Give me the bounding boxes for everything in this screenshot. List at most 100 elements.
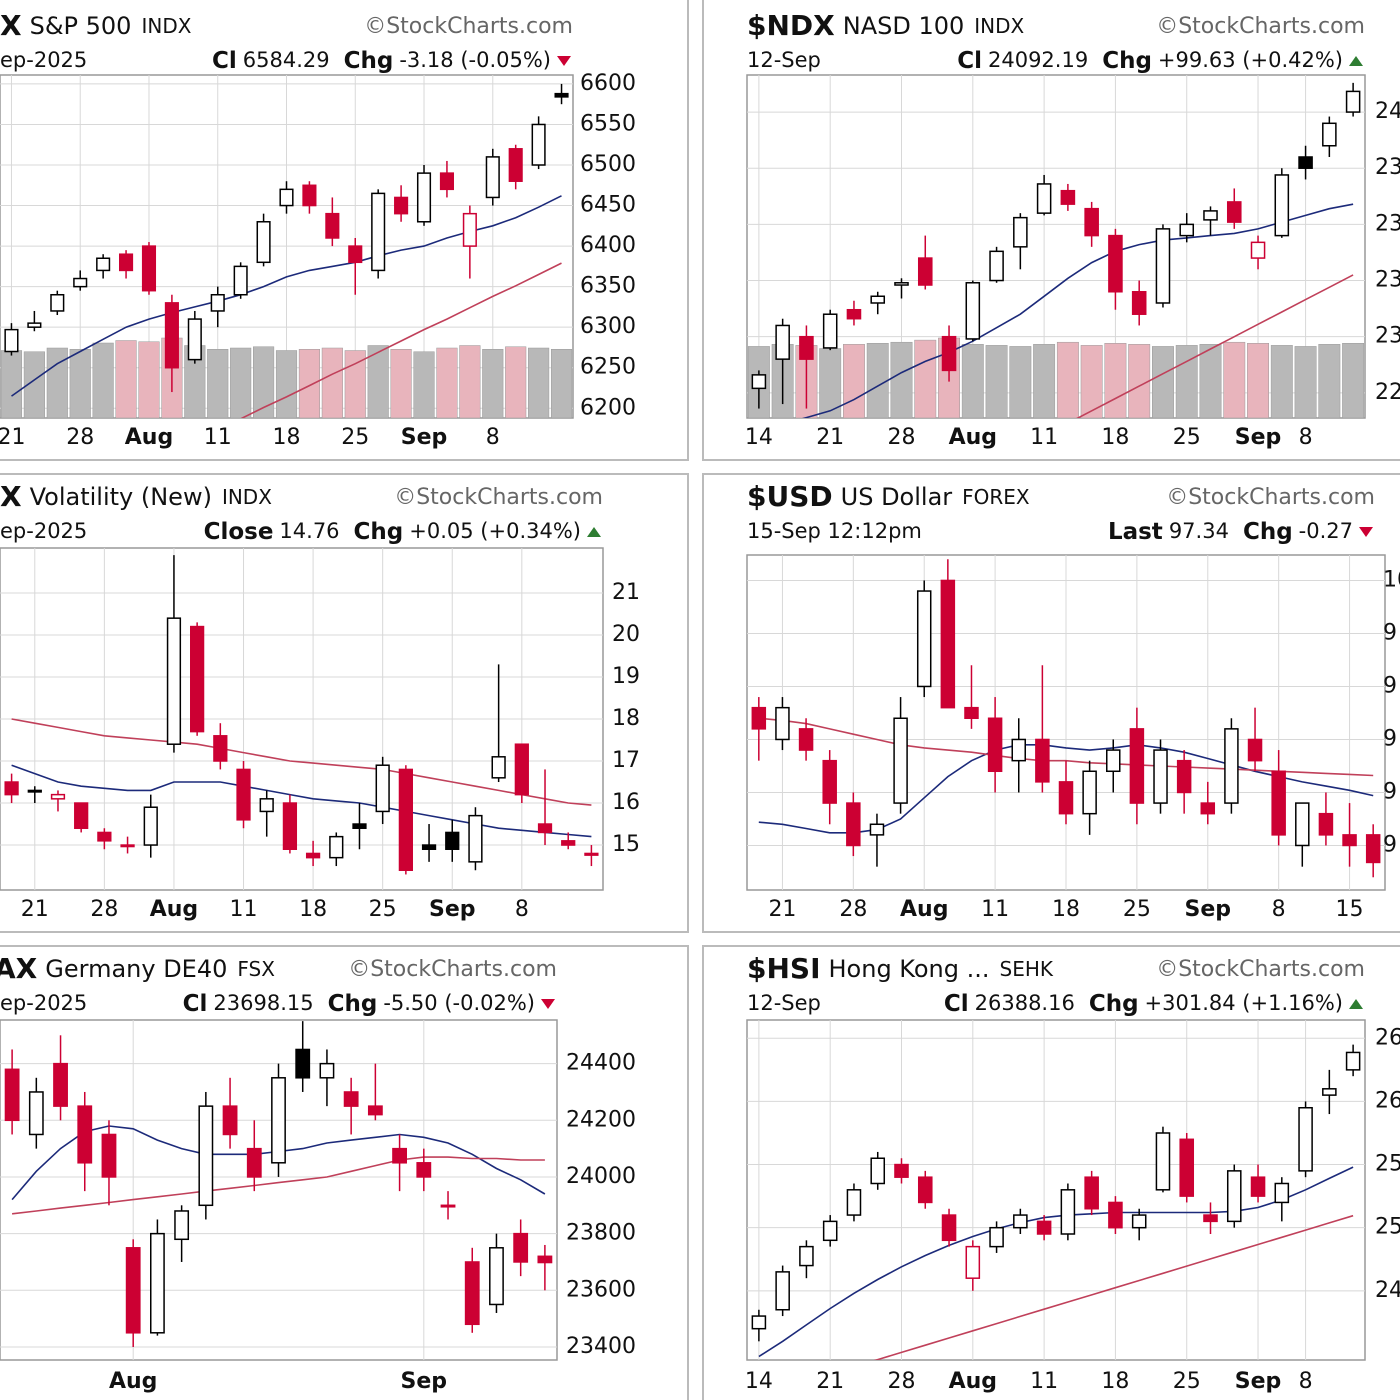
candle-body [120, 844, 135, 848]
price-label: Cl [183, 991, 208, 1017]
candle-body [1203, 210, 1218, 221]
candle-body [4, 328, 19, 353]
candle-body [870, 295, 886, 304]
candle-body [513, 1232, 529, 1263]
candle-body [1318, 812, 1334, 836]
candle-body [222, 1105, 238, 1136]
candle-body [989, 1226, 1004, 1248]
candle-body [1131, 1214, 1147, 1229]
candle-body [894, 1163, 909, 1178]
y-tick-label: 6500 [580, 152, 636, 177]
candle-body [584, 852, 599, 856]
x-tick-label: 25 [369, 897, 397, 922]
x-tick-label: 21 [0, 425, 25, 450]
candle-body [166, 617, 182, 745]
x-tick-label: 28 [90, 897, 118, 922]
y-tick-label: 26 [1375, 1025, 1400, 1050]
volume-bar [23, 351, 45, 418]
change-label: Chg [344, 48, 394, 74]
source: ©StockCharts.com [348, 957, 557, 982]
candle-body [282, 802, 298, 850]
candle-body [1131, 291, 1147, 315]
y-tick-label: 10 [1383, 567, 1400, 592]
x-tick-label: 25 [1173, 1369, 1201, 1394]
candle-body [1365, 834, 1381, 864]
chart-title: AX Germany DE40 FSX [0, 952, 275, 985]
y-tick-label: 18 [612, 706, 640, 731]
y-tick-label: 9 [1383, 726, 1397, 751]
x-tick-label: 8 [1299, 1369, 1313, 1394]
candle-body [1203, 1214, 1218, 1223]
price: 23698.15 [213, 991, 313, 1015]
candle-body [775, 706, 790, 741]
candle-body [775, 324, 790, 360]
candle-body [77, 1105, 93, 1164]
plot [747, 75, 1365, 418]
candle-body [846, 802, 861, 847]
plot [0, 1020, 557, 1360]
y-tick-label: 9 [1383, 673, 1397, 698]
candle-body [375, 764, 390, 813]
candle-body [4, 781, 19, 796]
x-tick-label: Aug [949, 1369, 997, 1394]
candle-body [917, 1176, 933, 1204]
quote: Cl 26388.16 Chg +301.84 (+1.16%) [944, 991, 1343, 1017]
y-tick-label: 25 [1375, 1215, 1400, 1240]
candle-body [537, 823, 553, 834]
candle-body [236, 768, 251, 821]
x-tick-label: 8 [515, 897, 529, 922]
instrument-name: US Dollar [841, 483, 953, 511]
candle-body [799, 1245, 814, 1267]
source: ©StockCharts.com [394, 485, 603, 510]
volume-bar [253, 346, 275, 418]
chart-title: $USD US Dollar FOREX [747, 480, 1030, 513]
trend-arrow [1349, 999, 1363, 1009]
candle-body [1179, 1138, 1195, 1197]
volume-bar [207, 349, 229, 418]
y-tick-label: 6300 [580, 314, 636, 339]
volume-bar [914, 339, 937, 418]
candle-body [1250, 1176, 1266, 1197]
candle-body [485, 156, 500, 199]
x-tick-label: Sep [401, 1369, 448, 1394]
x-tick-label: 21 [21, 897, 49, 922]
y-tick-label: 19 [612, 664, 640, 689]
candle-body [1060, 189, 1076, 205]
candle-body [1176, 759, 1192, 794]
candle-body [870, 1157, 886, 1185]
volume-bar [1104, 343, 1127, 418]
candle-body [508, 148, 523, 182]
y-tick-label: 23 [1375, 324, 1400, 349]
change: +0.05 (+0.34%) [409, 519, 581, 543]
volume-bar [1318, 344, 1341, 418]
volume-bar [69, 349, 91, 418]
price-label: Cl [957, 48, 982, 74]
volume-bar [961, 344, 984, 418]
candle-body [329, 835, 344, 859]
candle-body [73, 277, 88, 288]
volume-bar [1294, 346, 1317, 418]
candle-body [305, 852, 321, 859]
moving-average-line [758, 743, 1374, 834]
x-tick-label: 11 [1030, 1369, 1058, 1394]
trend-arrow [587, 527, 601, 537]
candle-body [1036, 1220, 1052, 1235]
source: ©StockCharts.com [1156, 14, 1365, 39]
y-tick-label: 6550 [580, 111, 636, 136]
moving-average-line [802, 203, 1354, 418]
candle-body [1013, 216, 1028, 248]
symbol: $USD [747, 480, 833, 513]
volume-bar [1080, 345, 1103, 418]
x-tick-label: 25 [341, 425, 369, 450]
trend-arrow [1359, 527, 1373, 537]
x-tick-label: 28 [839, 897, 867, 922]
y-tick-label: 23 [1375, 268, 1400, 293]
price-label: Last [1108, 519, 1163, 545]
chart-title: X Volatility (New) INDX [0, 480, 272, 513]
candle-body [1035, 738, 1050, 783]
candle-body [1274, 1182, 1290, 1204]
candle-body [101, 1133, 117, 1178]
candle-body [1013, 1214, 1028, 1229]
x-tick-label: 8 [1272, 897, 1286, 922]
candle-body [1011, 738, 1026, 762]
